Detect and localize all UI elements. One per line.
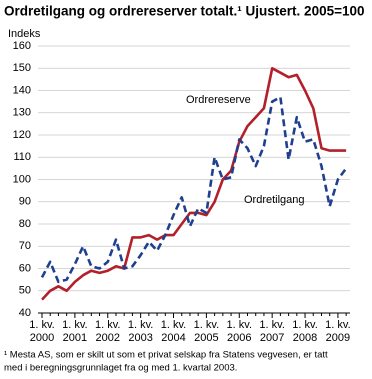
x-tick-label: 1. kv. xyxy=(161,319,186,331)
y-tick-label: 140 xyxy=(13,84,31,96)
y-tick-label: 40 xyxy=(19,307,31,319)
y-tick-label: 50 xyxy=(19,285,31,297)
x-tick-label: 2001 xyxy=(63,332,87,344)
x-tick-label: 2009 xyxy=(326,332,350,344)
series-label: Ordrereserve xyxy=(186,94,251,106)
y-tick-label: 80 xyxy=(19,218,31,230)
x-tick-label: 2000 xyxy=(30,332,54,344)
y-tick-label: 70 xyxy=(19,240,31,252)
x-tick-label: 2005 xyxy=(194,332,218,344)
x-tick-label: 1. kv. xyxy=(95,319,120,331)
x-tick-label: 1. kv. xyxy=(194,319,219,331)
y-tick-label: 100 xyxy=(13,173,31,185)
x-tick-label: 2003 xyxy=(128,332,152,344)
y-tick-label: 90 xyxy=(19,196,31,208)
x-tick-label: 1. kv. xyxy=(128,319,153,331)
x-tick-label: 2002 xyxy=(96,332,120,344)
y-tick-label: 160 xyxy=(13,40,31,52)
x-tick-label: 2008 xyxy=(293,332,317,344)
y-tick-label: 120 xyxy=(13,129,31,141)
footnote: med i beregningsgrunnlaget fra og med 1.… xyxy=(4,363,237,374)
x-tick-label: 2007 xyxy=(260,332,284,344)
series-line xyxy=(40,95,348,284)
y-tick-label: 150 xyxy=(13,62,31,74)
x-tick-label: 2004 xyxy=(161,332,185,344)
series-line xyxy=(41,67,347,301)
chart-title: Ordretilgang og ordrereserver totalt.¹ U… xyxy=(4,4,365,19)
y-tick-label: 110 xyxy=(13,151,31,163)
footnote: ¹ Mesta AS, som er skilt ut som et priva… xyxy=(4,350,328,361)
x-tick-label: 1. kv. xyxy=(227,319,252,331)
x-tick-label: 1. kv. xyxy=(259,319,284,331)
y-axis-label: Indeks xyxy=(8,28,41,40)
x-tick-label: 2006 xyxy=(227,332,251,344)
series-label: Ordretilgang xyxy=(244,194,305,206)
x-tick-label: 1. kv. xyxy=(325,319,350,331)
x-tick-label: 1. kv. xyxy=(62,319,87,331)
y-tick-label: 60 xyxy=(19,262,31,274)
y-tick-label: 130 xyxy=(13,107,31,119)
x-tick-label: 1. kv. xyxy=(29,319,54,331)
x-tick-label: 1. kv. xyxy=(292,319,317,331)
